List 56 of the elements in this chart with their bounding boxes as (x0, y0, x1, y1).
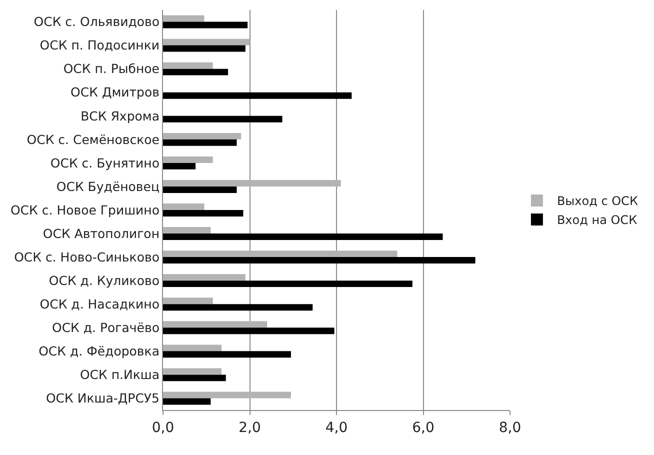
bar (163, 368, 222, 375)
bar (163, 92, 352, 99)
bar (163, 116, 282, 122)
bar (163, 15, 204, 22)
x-tick-label: 8,0 (498, 420, 522, 436)
bar (163, 304, 313, 311)
y-tick-label: ВСК Яхрома (80, 108, 160, 124)
y-tick-label: ОСК д. Куликово (48, 272, 160, 288)
y-tick-label: ОСК д. Насадкино (40, 296, 160, 312)
legend-label: Выход с ОСК (556, 194, 638, 208)
bar (163, 45, 246, 52)
y-tick-label: ОСК с. Ново-Синьково (14, 249, 160, 264)
bar (163, 180, 341, 186)
y-tick-label: ОСК п. Рыбное (63, 61, 160, 76)
bar (163, 351, 291, 358)
bar (163, 234, 443, 240)
bar (163, 186, 237, 193)
y-tick-label: ОСК с. Новое Гришино (10, 202, 160, 218)
bar (163, 204, 204, 210)
bar (163, 139, 237, 146)
bar (163, 132, 242, 140)
bar (163, 392, 291, 398)
bar (163, 257, 476, 264)
bar (163, 321, 268, 328)
legend-label: Вход на ОСК (556, 213, 638, 228)
y-tick-label: ОСК с. Ольявидово (34, 14, 160, 30)
y-tick-label: ОСК с. Семёновское (26, 132, 160, 147)
bar (163, 62, 213, 69)
x-tick-label: 6,0 (412, 420, 434, 436)
y-tick-label: ОСК Дмитров (70, 84, 160, 100)
bar (163, 68, 228, 76)
y-tick-label: ОСК Будёновец (56, 178, 160, 194)
x-tick-label: 4,0 (325, 420, 348, 436)
y-tick-label: ОСК Икша-ДРСУ5 (46, 390, 160, 406)
bar (163, 398, 211, 405)
bar (163, 328, 334, 334)
y-tick-label: ОСК д. Фёдоровка (38, 344, 160, 359)
y-tick-label: ОСК Автополигон (42, 226, 160, 241)
x-tick-label: 2,0 (238, 420, 261, 436)
y-tick-label: ОСК с. Бунятино (50, 155, 160, 170)
bar (163, 227, 211, 234)
bar (163, 298, 213, 304)
bar (163, 344, 222, 352)
bar (163, 38, 250, 46)
bar (163, 210, 244, 216)
x-tick-label: 0,0 (152, 420, 174, 436)
y-tick-label: ОСК п.Икша (80, 367, 160, 382)
bar (163, 274, 246, 281)
bar (163, 280, 412, 288)
y-tick-label: ОСК д. Рогачёво (52, 320, 160, 336)
bar (163, 250, 398, 258)
bar (163, 156, 213, 163)
bar (163, 374, 226, 382)
bar (163, 22, 248, 28)
bar (163, 162, 196, 170)
y-tick-label: ОСК п. Подосинки (40, 38, 160, 53)
